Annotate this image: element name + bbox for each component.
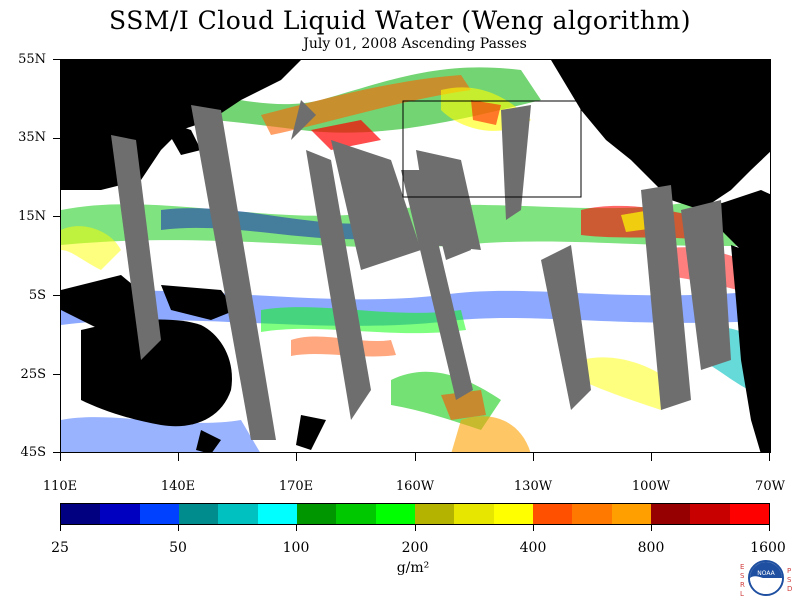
logo-left-letter-s: S (740, 572, 745, 580)
colorbar-tick (533, 525, 534, 531)
lat-label-45s: 45S (20, 445, 46, 460)
noaa-esrl-logo: NOAA E S R L P S D (736, 556, 796, 600)
lon-label-140e: 140E (160, 479, 196, 494)
units-label: g/m² (396, 560, 430, 576)
colorbar-tick (296, 525, 297, 531)
lat-tick (53, 452, 60, 453)
colorbar-swatch (454, 504, 494, 524)
colorbar-tick (178, 525, 179, 531)
colorbar-label: 25 (51, 540, 69, 556)
colorbar-tick (651, 525, 652, 531)
lon-label-130w: 130W (513, 479, 553, 494)
lat-tick (53, 216, 60, 217)
lat-label-25s: 25S (20, 367, 46, 382)
map-subtitle: July 01, 2008 Ascending Passes (303, 36, 527, 52)
colorbar-swatch (61, 504, 101, 524)
lat-tick (53, 138, 60, 139)
colorbar-swatch (572, 504, 612, 524)
lon-tick (60, 453, 61, 461)
colorbar-swatch (532, 504, 573, 524)
colorbar-swatch (729, 504, 769, 524)
colorbar-swatch (100, 504, 140, 524)
colorbar-label: 200 (401, 540, 429, 556)
colorbar-swatch (414, 504, 455, 524)
colorbar-label: 400 (519, 540, 547, 556)
lon-tick (651, 453, 652, 461)
map-panel (60, 59, 771, 453)
region-box (402, 100, 582, 198)
lat-tick (53, 295, 60, 296)
logo-left-letter-e: E (740, 563, 744, 571)
colorbar-swatch (139, 504, 179, 524)
colorbar-swatch (296, 504, 337, 524)
lat-label-55n: 55N (18, 52, 46, 67)
colorbar-label: 100 (282, 540, 310, 556)
lon-tick (533, 453, 534, 461)
colorbar-label: 800 (637, 540, 665, 556)
colorbar-swatch (257, 504, 297, 524)
lon-tick (769, 453, 770, 461)
lat-label-35n: 35N (18, 130, 46, 145)
logo-left-letter-r: R (740, 581, 745, 589)
logo-right-letter-p: P (787, 567, 791, 575)
lon-label-100w: 100W (631, 479, 671, 494)
map-svg (61, 60, 770, 452)
lat-label-5s: 5S (28, 288, 46, 303)
lat-tick (53, 374, 60, 375)
logo-right-letter-s: S (787, 576, 792, 584)
lon-tick (415, 453, 416, 461)
lon-tick (178, 453, 179, 461)
colorbar-tick (769, 525, 770, 531)
colorbar-tick (60, 525, 61, 531)
logo-center-text: NOAA (757, 570, 775, 577)
map-title: SSM/I Cloud Liquid Water (Weng algorithm… (109, 6, 691, 35)
noaa-logo-icon: NOAA E S R L P S D (740, 560, 792, 598)
colorbar-label: 1600 (750, 540, 786, 556)
color-bar (60, 503, 770, 525)
lon-label-70w: 70W (755, 479, 785, 494)
lon-label-160w: 160W (395, 479, 435, 494)
colorbar-label: 50 (169, 540, 187, 556)
lon-label-110e: 110E (42, 479, 78, 494)
colorbar-swatch (375, 504, 415, 524)
lon-label-170e: 170E (278, 479, 314, 494)
colorbar-swatch (218, 504, 258, 524)
colorbar-swatch (690, 504, 730, 524)
logo-left-letter-l: L (740, 590, 744, 598)
colorbar-swatch (336, 504, 376, 524)
colorbar-swatch (493, 504, 533, 524)
logo-right-letter-d: D (787, 585, 792, 593)
lat-tick (53, 59, 60, 60)
colorbar-tick (415, 525, 416, 531)
colorbar-swatch (650, 504, 691, 524)
colorbar-swatch (178, 504, 219, 524)
missing-data-swaths (111, 100, 731, 440)
lon-tick (296, 453, 297, 461)
lat-label-15n: 15N (18, 209, 46, 224)
colorbar-swatch (611, 504, 651, 524)
